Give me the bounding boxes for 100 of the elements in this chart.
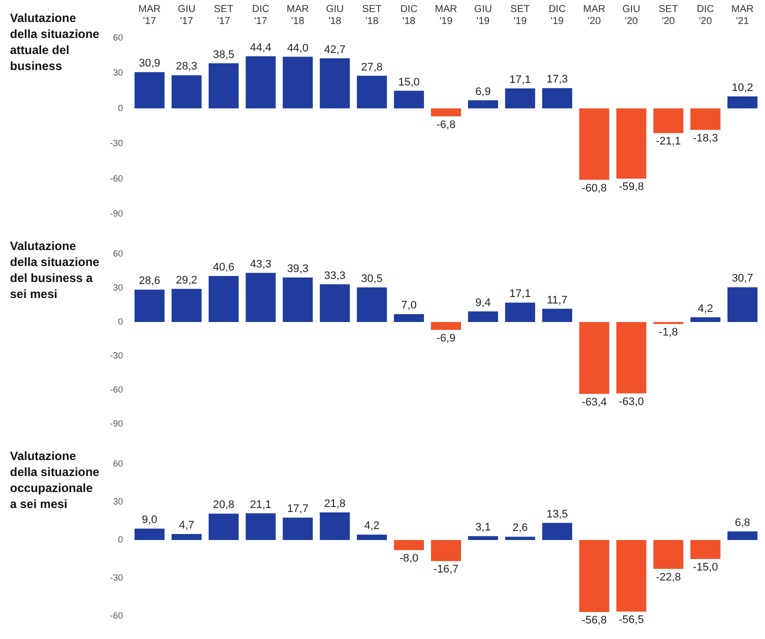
bar — [394, 314, 424, 322]
bar — [542, 522, 572, 540]
x-tick-label: DIC '20 — [696, 4, 714, 27]
data-label: 42,7 — [324, 44, 346, 56]
data-label: -15,0 — [692, 562, 718, 574]
x-tick-label: SET '17 — [214, 4, 234, 27]
data-label: 3,1 — [475, 522, 491, 534]
data-label: 30,9 — [138, 58, 160, 70]
bar — [430, 322, 462, 330]
bar — [690, 540, 720, 559]
data-label: 17,1 — [509, 74, 531, 86]
bar — [172, 75, 202, 108]
y-tick-label: 30 — [112, 496, 124, 506]
bar — [172, 288, 202, 322]
y-tick-label: 0 — [118, 316, 124, 326]
data-label: 28,6 — [138, 275, 160, 288]
y-tick-label: 0 — [118, 534, 124, 544]
bar — [616, 540, 646, 612]
bar — [282, 56, 313, 108]
bar — [246, 56, 276, 108]
y-tick-label: -60 — [110, 610, 124, 620]
x-tick-label: DIC '19 — [548, 4, 566, 27]
data-label: 17,1 — [509, 288, 531, 300]
x-tick-label: MAR '20 — [583, 4, 606, 27]
bar — [579, 540, 610, 612]
data-label: 10,2 — [732, 82, 754, 94]
text: Valutazione della situazione del business a sei mesi — [9, 238, 100, 302]
data-label: 38,5 — [212, 48, 234, 61]
data-label: 27,8 — [361, 61, 383, 74]
bar — [430, 540, 462, 562]
x-tick-label: GIU '18 — [326, 4, 344, 27]
x-tick-label: DIC '17 — [252, 4, 270, 27]
bar — [690, 108, 720, 130]
bar — [134, 72, 165, 108]
bar — [616, 108, 646, 179]
bar — [172, 534, 202, 540]
data-label: 4,2 — [364, 520, 380, 532]
x-tick-label: DIC '18 — [400, 4, 418, 27]
bar — [394, 90, 424, 108]
bar — [579, 322, 610, 394]
x-tick-label: SET '20 — [658, 4, 678, 27]
x-tick-label: SET '19 — [510, 4, 530, 27]
data-label: 20,8 — [212, 499, 234, 512]
data-label: 6,8 — [734, 516, 750, 529]
y-tick-label: 60 — [112, 248, 124, 258]
bar — [246, 513, 276, 540]
data-label: 29,2 — [176, 274, 198, 286]
y-tick-label: 60 — [112, 32, 124, 42]
data-label: -56,5 — [618, 614, 644, 626]
chart-title: Valutazione della situazione attuale del business — [9, 10, 100, 74]
data-label: -1,8 — [658, 326, 678, 339]
data-label: 33,3 — [324, 270, 346, 282]
data-label: -22,8 — [656, 571, 681, 584]
bar — [134, 528, 165, 540]
bar — [320, 284, 350, 322]
data-label: -60,8 — [582, 182, 607, 194]
bar — [356, 287, 387, 322]
data-label: 44,0 — [287, 42, 308, 54]
bar — [542, 308, 572, 322]
data-label: 17,3 — [546, 74, 568, 86]
bar — [246, 272, 276, 322]
bar — [542, 88, 572, 108]
data-label: 21,8 — [324, 498, 346, 510]
bar — [430, 108, 462, 116]
data-label: 30,5 — [361, 272, 383, 285]
y-tick-label: 60 — [112, 458, 124, 468]
data-label: -6,9 — [436, 332, 456, 344]
data-label: 28,3 — [176, 60, 198, 73]
data-label: 21,1 — [250, 498, 272, 511]
bar — [690, 317, 720, 322]
data-label: 4,7 — [178, 520, 194, 532]
bar — [320, 512, 350, 540]
bar — [468, 100, 498, 108]
x-tick-label: MAR '21 — [731, 4, 754, 27]
data-label: 15,0 — [398, 76, 420, 88]
bar — [208, 276, 239, 322]
x-tick-label: GIU '20 — [622, 4, 640, 27]
data-label: -16,7 — [433, 564, 459, 576]
bar — [653, 540, 684, 569]
x-tick-label: GIU '17 — [178, 4, 196, 27]
data-label: -63,4 — [582, 396, 607, 408]
data-label: 13,5 — [546, 508, 568, 520]
data-label: 40,6 — [212, 262, 234, 274]
y-tick-label: -90 — [110, 208, 124, 218]
data-label: 9,4 — [475, 296, 491, 309]
data-label: 17,7 — [287, 503, 308, 516]
bar — [505, 536, 536, 540]
data-label: 44,4 — [250, 42, 272, 54]
data-label: 30,7 — [732, 272, 754, 285]
text: Valutazione della situazione occupazionale a sei mesi — [9, 448, 100, 512]
bar — [208, 63, 239, 108]
bar — [727, 287, 758, 322]
data-label: 39,3 — [287, 262, 308, 275]
y-tick-label: -30 — [110, 350, 124, 360]
y-tick-label: -30 — [110, 572, 124, 582]
data-label: -21,1 — [656, 136, 681, 148]
data-label: 6,9 — [475, 86, 491, 98]
y-tick-label: 0 — [118, 102, 124, 113]
bar — [134, 290, 165, 322]
y-tick-label: 30 — [112, 282, 124, 292]
